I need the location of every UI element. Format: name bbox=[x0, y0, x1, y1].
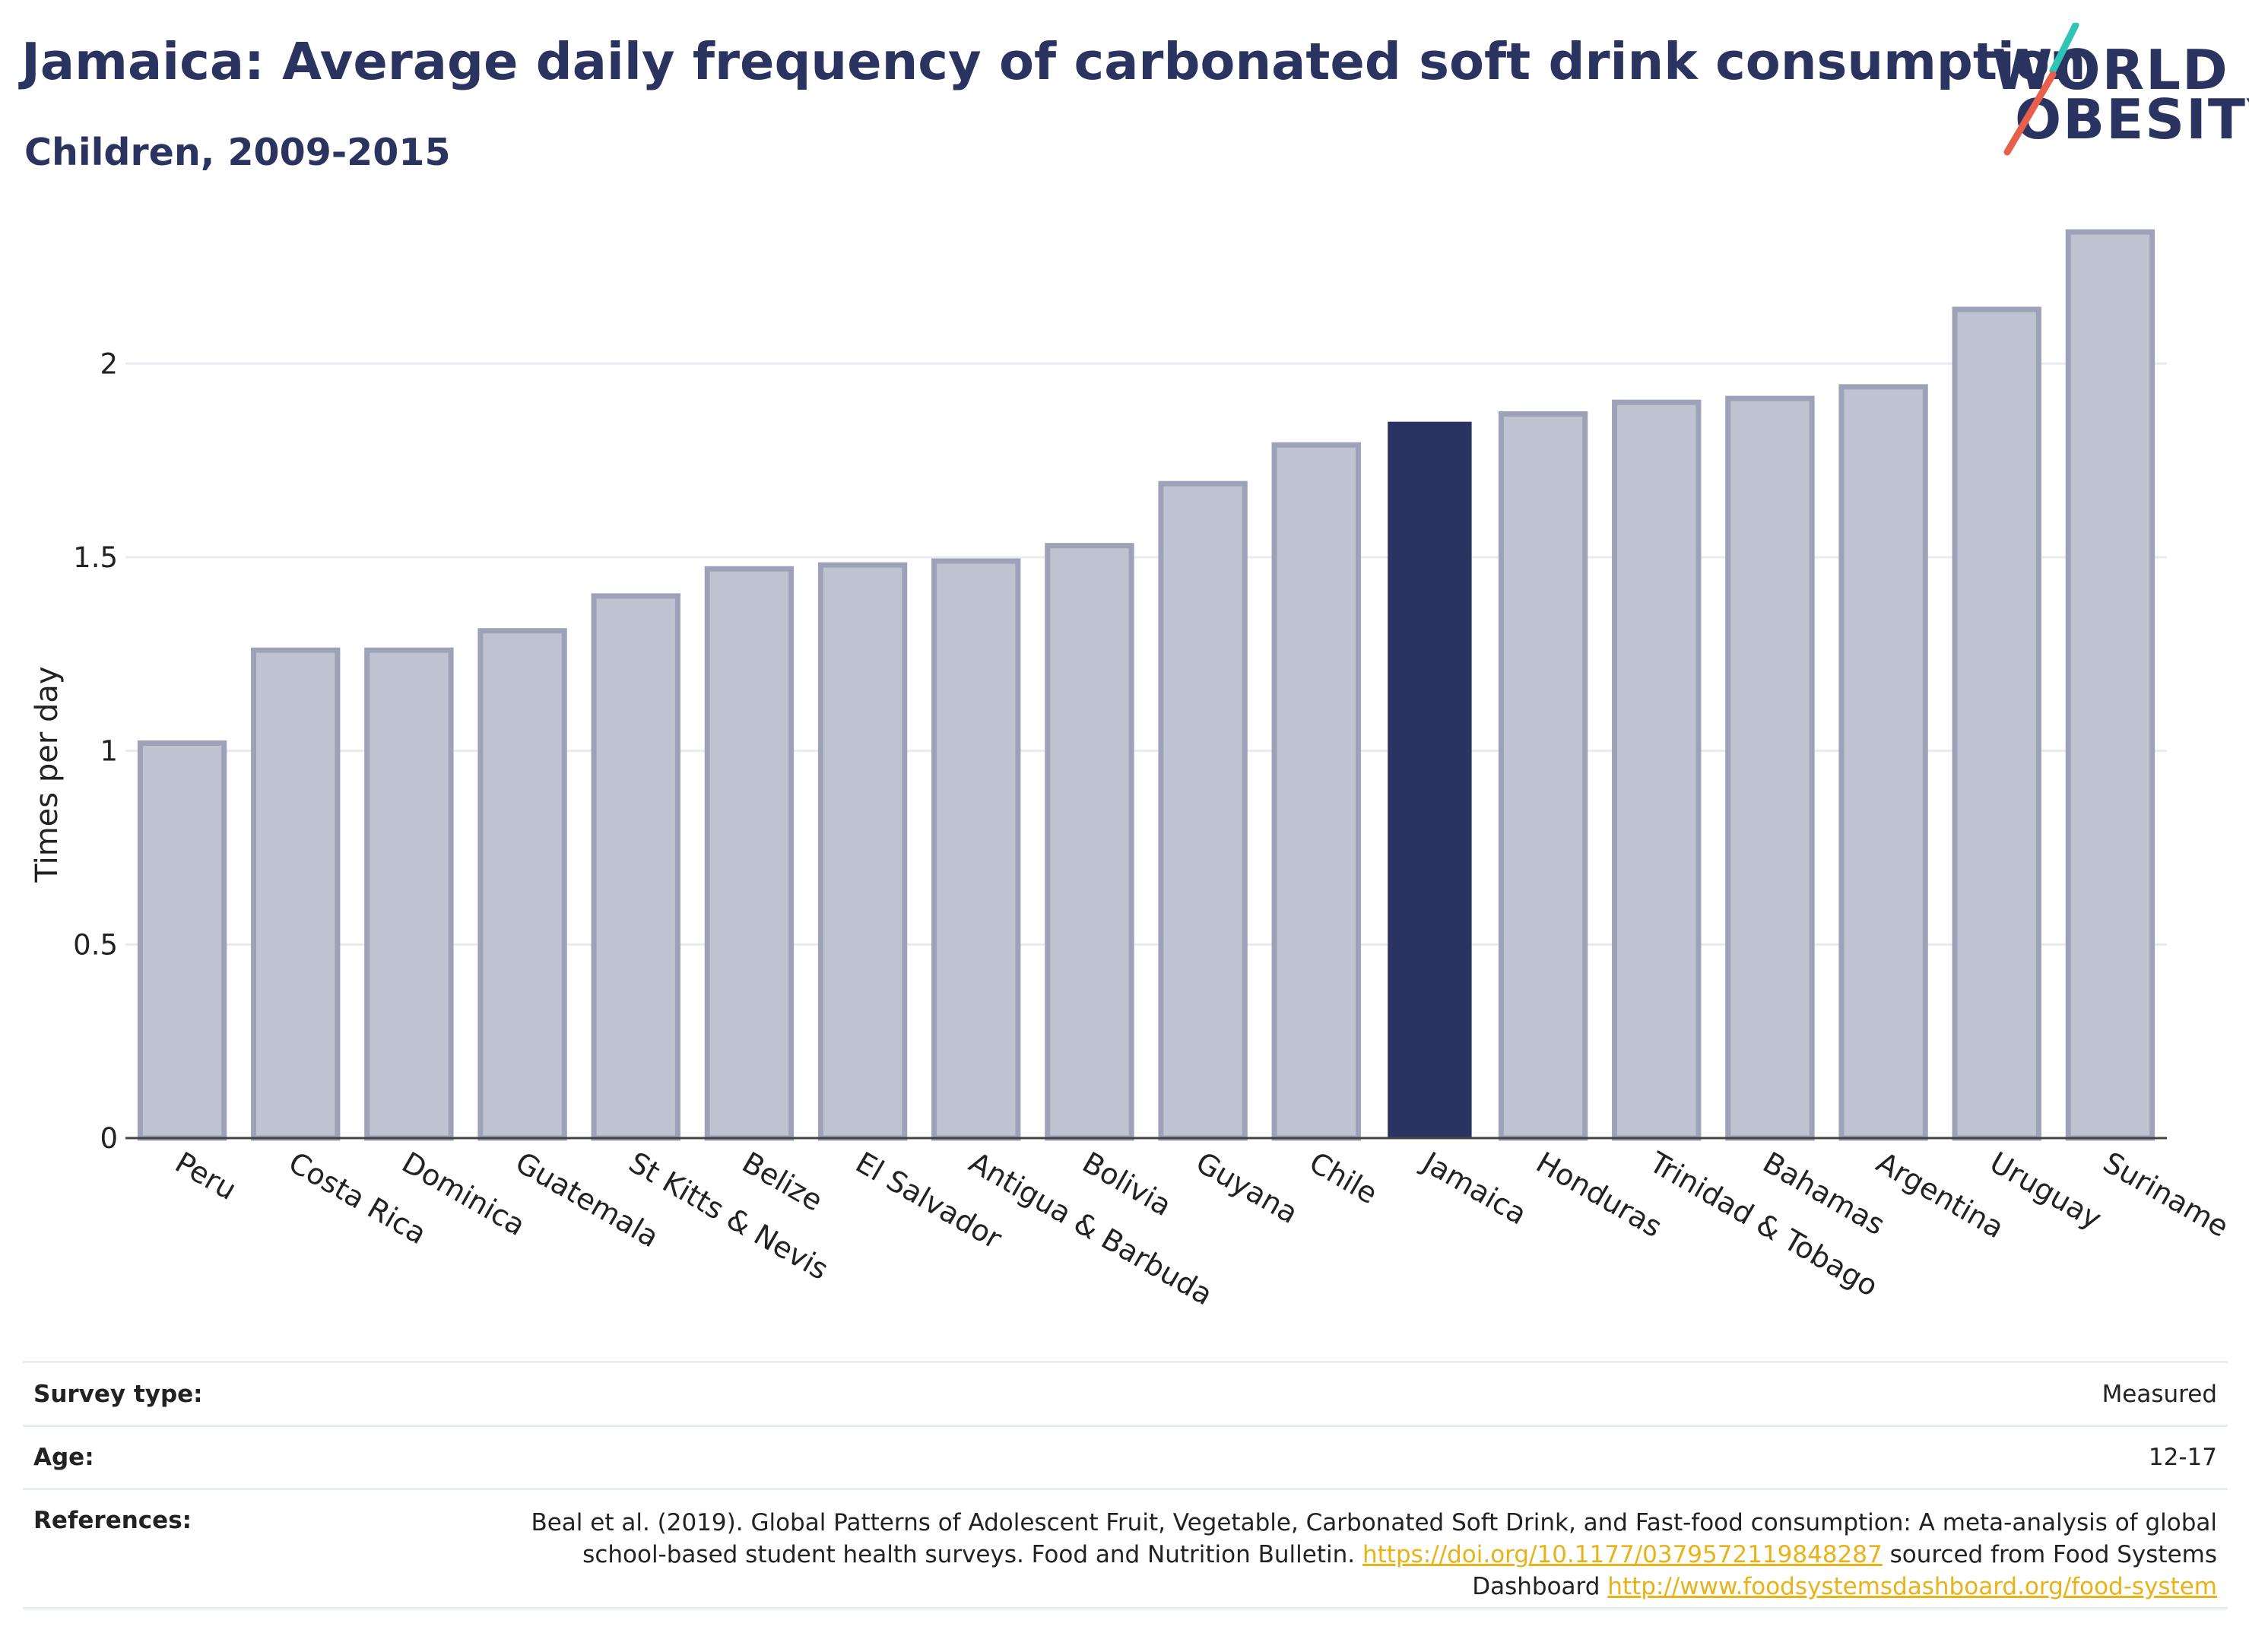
bar-jamaica bbox=[1388, 421, 1472, 1138]
world-obesity-logo: WORLD OBESITY bbox=[1992, 23, 2249, 160]
references-row: References: Beal et al. (2019). Global P… bbox=[23, 1488, 2228, 1609]
references-label: References: bbox=[33, 1507, 192, 1534]
bars bbox=[137, 229, 2155, 1141]
y-tick-label: 1.5 bbox=[73, 541, 118, 574]
bar-guyana bbox=[1158, 480, 1248, 1141]
chart-subtitle: Children, 2009-2015 bbox=[24, 131, 451, 174]
bar-guatemala bbox=[477, 628, 567, 1141]
reference-text-2: sourced from Food Systems Dashboard bbox=[1472, 1541, 2217, 1600]
references-value: Beal et al. (2019). Global Patterns of A… bbox=[468, 1507, 2217, 1603]
x-category-label: Belize bbox=[737, 1146, 829, 1218]
reference-text-1: Beal et al. (2019). Global Patterns of A… bbox=[531, 1509, 2217, 1568]
bar-st-kitts-nevis bbox=[591, 593, 680, 1141]
x-category-label: Argentina bbox=[1871, 1146, 2010, 1245]
logo-slash-icon bbox=[2003, 23, 2079, 156]
x-category-label: Guyana bbox=[1191, 1146, 1304, 1230]
bar-honduras bbox=[1498, 411, 1588, 1141]
bar-uruguay bbox=[1952, 306, 2041, 1141]
x-category-label: Honduras bbox=[1531, 1146, 1667, 1245]
food-systems-dashboard-link[interactable]: http://www.foodsystemsdashboard.org/food… bbox=[1607, 1573, 2217, 1600]
bar-peru bbox=[137, 740, 227, 1141]
age-row: Age: 12-17 bbox=[23, 1425, 2228, 1488]
bar-chile bbox=[1271, 442, 1361, 1141]
x-category-label: St Kitts & Nevis bbox=[623, 1146, 834, 1286]
bar-suriname bbox=[2065, 229, 2155, 1141]
bar-el-salvador bbox=[817, 562, 908, 1141]
survey-type-value: Measured bbox=[2101, 1380, 2217, 1408]
chart-title: Jamaica: Average daily frequency of carb… bbox=[21, 32, 2086, 91]
bar-costa-rica bbox=[251, 647, 341, 1141]
bar-antigua-barbuda bbox=[931, 558, 1021, 1141]
logo-line-2: OBESITY bbox=[2015, 87, 2249, 151]
survey-type-row: Survey type: Measured bbox=[23, 1361, 2228, 1425]
x-category-label: Peru bbox=[170, 1146, 242, 1206]
x-category-label: Suriname bbox=[2098, 1146, 2235, 1244]
y-tick-label: 2 bbox=[100, 347, 118, 380]
y-tick-label: 1 bbox=[100, 735, 118, 768]
info-table: Survey type: Measured Age: 12-17 Referen… bbox=[23, 1361, 2228, 1609]
y-tick-label: 0.5 bbox=[73, 928, 118, 961]
x-category-label: Chile bbox=[1304, 1146, 1383, 1211]
doi-link[interactable]: https://doi.org/10.1177/0379572119848287 bbox=[1362, 1541, 1883, 1568]
bar-bahamas bbox=[1725, 395, 1815, 1141]
bar-trinidad-tobago bbox=[1612, 399, 1702, 1141]
bar-belize bbox=[704, 566, 795, 1141]
age-label: Age: bbox=[33, 1444, 94, 1471]
gridlines bbox=[125, 362, 2167, 946]
logo-line-1: WORLD bbox=[1992, 38, 2229, 102]
bar-dominica bbox=[364, 647, 454, 1141]
x-category-label: Jamaica bbox=[1416, 1145, 1532, 1232]
y-tick-label: 0 bbox=[100, 1122, 118, 1155]
bar-bolivia bbox=[1045, 543, 1134, 1141]
age-value: 12-17 bbox=[2148, 1444, 2217, 1471]
bar-chart: 0 0.5 1 1.5 2 Peru Costa RicaDominicaGuatemal… bbox=[30, 229, 2235, 1312]
y-tick-labels: 0 0.5 1 1.5 2 bbox=[73, 347, 118, 1155]
survey-type-label: Survey type: bbox=[33, 1380, 203, 1408]
y-axis-title: Times per day bbox=[30, 666, 65, 883]
bar-argentina bbox=[1838, 384, 1928, 1141]
